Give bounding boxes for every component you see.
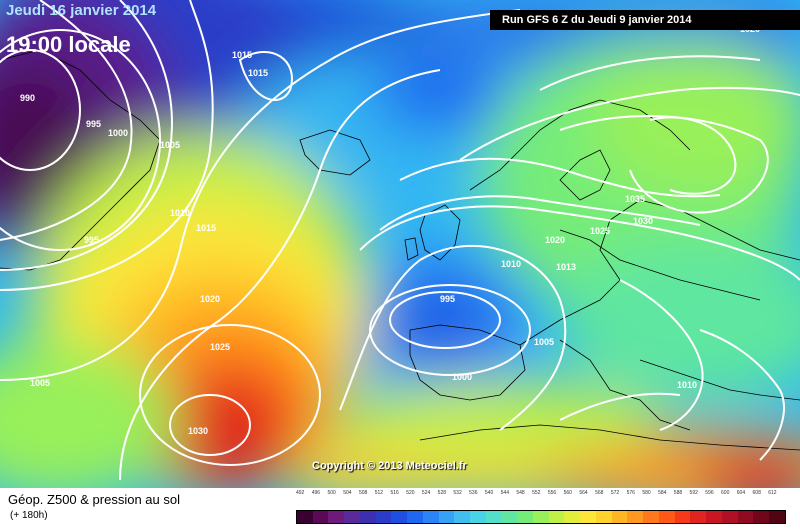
pressure-label: 1020 [545, 235, 565, 245]
forecast-date: Jeudi 16 janvier 2014 [6, 2, 157, 19]
pressure-label: 1005 [160, 140, 180, 150]
legend-tick-label: 592 [689, 490, 698, 496]
legend-swatch [407, 511, 423, 523]
legend-swatch [470, 511, 486, 523]
pressure-label: 1025 [210, 342, 230, 352]
legend-tick-label: 588 [673, 490, 683, 496]
pressure-label: 1030 [188, 426, 208, 436]
legend-tick-label: 556 [547, 490, 557, 496]
pressure-label: 1005 [534, 337, 554, 347]
pressure-label: 1015 [232, 50, 252, 60]
pressure-label: 1010 [677, 380, 697, 390]
legend-tick-label: 504 [343, 490, 352, 496]
legend-swatch [391, 511, 408, 523]
legend-tick-label: 600 [721, 490, 730, 496]
legend-swatch [485, 511, 502, 523]
pressure-label: 1000 [452, 372, 472, 382]
weather-map: 990 995 1000 1005 1010 1015 1015 995 1015 1020 102… [0, 0, 800, 488]
legend-footer: Géop. Z500 & pression au sol (+ 180h) 49… [0, 488, 800, 532]
legend-tick-label: 564 [579, 490, 588, 496]
legend-tick-label: 540 [484, 490, 494, 496]
legend-tick-label: 492 [296, 490, 305, 496]
legend-tick-label: 568 [595, 490, 604, 496]
legend-swatch [627, 511, 644, 523]
legend-tick-label: 608 [752, 490, 761, 496]
legend-swatch [737, 511, 754, 523]
legend-swatch [580, 511, 596, 523]
pressure-label: 1010 [501, 259, 521, 269]
forecast-time: 19:00 locale [6, 32, 131, 57]
legend-tick-label: 516 [390, 490, 399, 496]
pressure-label: 1020 [200, 294, 220, 304]
legend-tick-label: 528 [437, 490, 447, 496]
legend-swatch [501, 511, 518, 523]
legend-swatch [328, 511, 345, 523]
legend-swatch [533, 511, 549, 523]
legend-swatch [297, 511, 313, 523]
legend-tick-label: 612 [768, 490, 777, 496]
legend-tick-label: 596 [705, 490, 714, 496]
legend-tick-label: 572 [610, 490, 620, 496]
legend-tick-label: 500 [327, 490, 336, 496]
legend-swatch [454, 511, 471, 523]
legend-swatch [422, 511, 439, 523]
legend-swatch [706, 511, 722, 523]
pressure-label: 995 [440, 294, 455, 304]
legend-swatch [595, 511, 612, 523]
legend-swatch [438, 511, 455, 523]
map-title: Géop. Z500 & pression au sol [8, 492, 180, 507]
forecast-range: (+ 180h) [10, 510, 48, 521]
legend-swatch [753, 511, 770, 523]
legend-tick-label: 536 [469, 490, 478, 496]
legend-swatch [359, 511, 376, 523]
legend-tick-label: 560 [563, 490, 572, 496]
pressure-label: 1000 [108, 128, 128, 138]
pressure-label: 990 [20, 93, 35, 103]
legend-swatch [721, 511, 738, 523]
pressure-label: 1035 [625, 194, 645, 204]
color-scale [296, 510, 786, 524]
legend-swatch [548, 511, 565, 523]
legend-tick-label: 520 [406, 490, 415, 496]
legend-tick-label: 524 [421, 490, 431, 496]
legend-swatch [564, 511, 581, 523]
legend-tick-label: 508 [358, 490, 368, 496]
pressure-label: 1010 [170, 208, 190, 218]
legend-tick-label: 532 [453, 490, 462, 496]
legend-tick-label: 496 [311, 490, 321, 496]
pressure-label: 995 [84, 235, 99, 245]
run-info: Run GFS 6 Z du Jeudi 9 janvier 2014 [490, 10, 800, 30]
legend-swatch [312, 511, 329, 523]
legend-swatch [674, 511, 691, 523]
pressure-label: 1030 [633, 216, 653, 226]
legend-tick-label: 544 [500, 490, 509, 496]
legend-tick-label: 548 [516, 490, 525, 496]
legend-swatch [375, 511, 392, 523]
legend-tick-label: 584 [658, 490, 667, 496]
legend-swatch [344, 511, 360, 523]
legend-swatch [517, 511, 534, 523]
legend-tick-label: 552 [532, 490, 541, 496]
legend-swatch [611, 511, 628, 523]
legend-tick-label: 512 [374, 490, 384, 496]
pressure-label: 1005 [30, 378, 50, 388]
legend-swatch [690, 511, 707, 523]
pressure-label: 1015 [196, 223, 216, 233]
legend-tick-label: 604 [736, 490, 746, 496]
isobars [0, 0, 800, 481]
legend-swatch [769, 511, 785, 523]
legend-tick-label: 580 [642, 490, 651, 496]
legend-swatch [643, 511, 659, 523]
copyright-notice: Copyright © 2013 Meteociel.fr [312, 460, 467, 472]
legend-tick-label: 576 [626, 490, 635, 496]
pressure-label: 1015 [248, 68, 268, 78]
pressure-label: 995 [86, 119, 101, 129]
legend-swatch [658, 511, 675, 523]
pressure-label: 1013 [556, 262, 576, 272]
pressure-label: 1025 [590, 226, 610, 236]
